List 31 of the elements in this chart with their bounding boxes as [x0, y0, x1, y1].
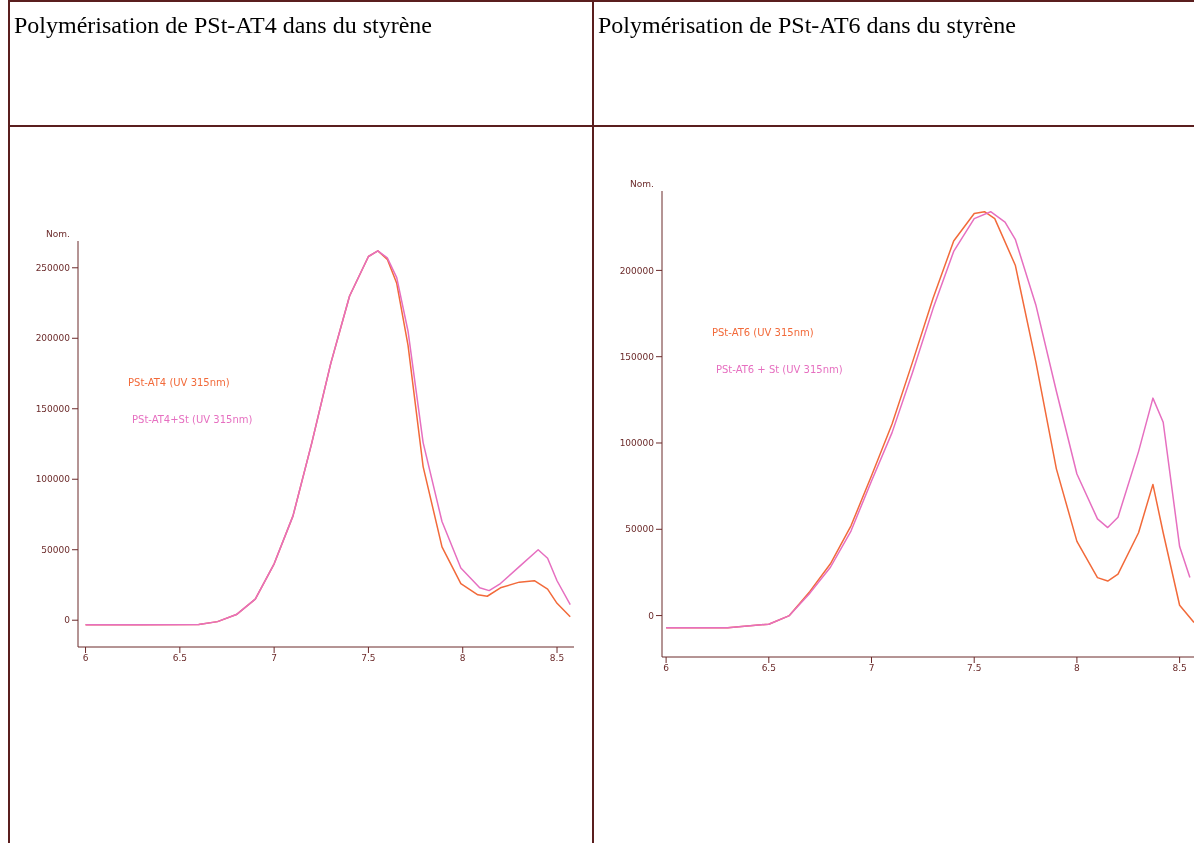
y-tick-label: 50000 — [41, 544, 71, 555]
y-tick-label: 100000 — [35, 474, 71, 485]
text: PSt-AT6 (UV 315nm) — [711, 327, 815, 338]
x-tick-label: 8.5 — [1172, 663, 1187, 674]
y-axis-title: Nom. — [46, 229, 70, 239]
x-tick-label: 8 — [459, 653, 466, 664]
y-tick-label: 50000 — [625, 524, 655, 535]
y-axis-title: Nom. — [629, 179, 654, 189]
y-tick-label: 100000 — [619, 438, 655, 449]
x-tick-label: 7.5 — [361, 653, 376, 664]
x-tick-label: 8 — [1074, 663, 1080, 674]
chart-title: Polymérisation de PSt-AT6 dans du styrène — [596, 11, 1017, 40]
y-tick-label: 150000 — [619, 351, 655, 362]
x-tick-label: 6.5 — [172, 653, 187, 664]
text: PSt-AT4+St (UV 315nm) — [132, 414, 254, 425]
x-tick-label: 8.5 — [549, 653, 565, 664]
y-tick-label: 200000 — [35, 333, 71, 344]
y-tick-label: 250000 — [35, 262, 71, 273]
x-tick-label: 6 — [663, 663, 670, 674]
chart-title: Polymérisation de PSt-AT4 dans du styrène — [13, 11, 433, 40]
x-tick-label: 6.5 — [761, 663, 776, 674]
y-tick-label: 200000 — [619, 265, 655, 276]
x-tick-label: 7.5 — [967, 663, 982, 674]
x-tick-label: 6 — [82, 653, 89, 664]
y-tick-label: 0 — [648, 610, 655, 621]
y-tick-label: 150000 — [35, 403, 71, 414]
x-tick-label: 7 — [868, 663, 875, 674]
y-tick-label: 0 — [64, 615, 71, 626]
x-tick-label: 7 — [271, 653, 277, 664]
text: PSt-AT4 (UV 315nm) — [128, 377, 231, 388]
text: PSt-AT6 + St (UV 315nm) — [715, 364, 844, 375]
